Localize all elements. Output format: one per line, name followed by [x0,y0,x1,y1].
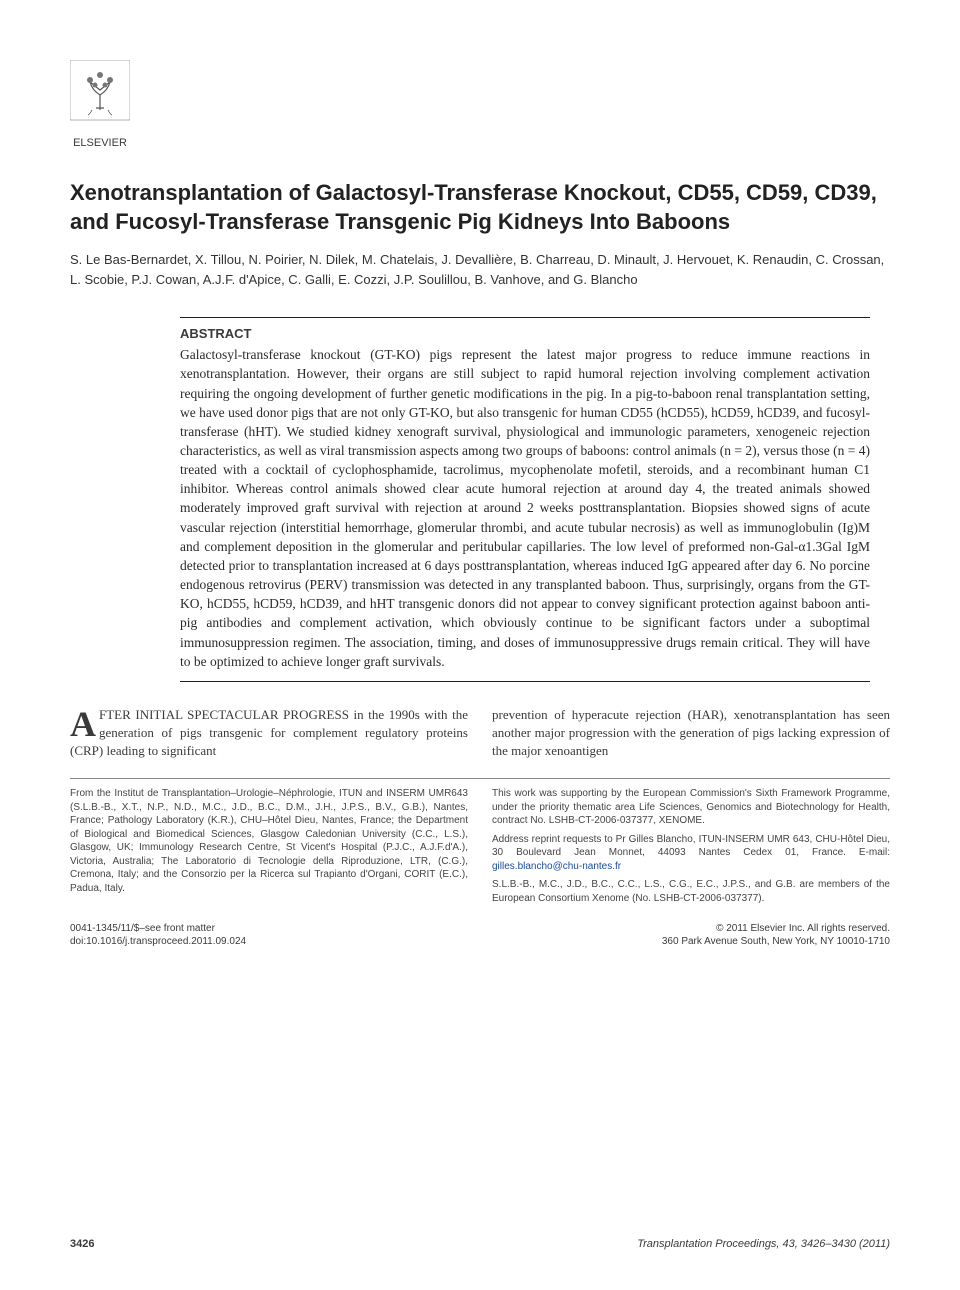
elsevier-tree-icon [70,60,130,130]
publication-right: © 2011 Elsevier Inc. All rights reserved… [492,922,890,948]
abstract-section: ABSTRACT Galactosyl-transferase knockout… [180,317,870,682]
reprint-address: Address reprint requests to Pr Gilles Bl… [492,833,890,874]
page-number: 3426 [70,1238,94,1250]
affiliations-block: From the Institut de Transplantation–Uro… [70,778,890,910]
abstract-heading: ABSTRACT [180,326,870,341]
dropcap: A [70,706,99,740]
publisher-name: ELSEVIER [70,137,130,149]
header-row: ELSEVIER [70,60,890,149]
issn-line: 0041-1345/11/$–see front matter [70,922,468,935]
contact-email[interactable]: gilles.blancho@chu-nantes.fr [492,861,621,872]
body-column-left: AFTER INITIAL SPECTACULAR PROGRESS in th… [70,706,468,761]
affiliations-left: From the Institut de Transplantation–Uro… [70,787,468,910]
body-column-right: prevention of hyperacute rejection (HAR)… [492,706,890,761]
affiliations-right: This work was supporting by the European… [492,787,890,910]
abstract-text: Galactosyl-transferase knockout (GT-KO) … [180,345,870,671]
doi-line: doi:10.1016/j.transproceed.2011.09.024 [70,935,468,948]
article-title: Xenotransplantation of Galactosyl-Transf… [70,179,890,236]
body-left-text: FTER INITIAL SPECTACULAR PROGRESS in the… [70,707,468,758]
publication-left: 0041-1345/11/$–see front matter doi:10.1… [70,922,468,948]
affiliations-text: From the Institut de Transplantation–Uro… [70,787,468,895]
funding-text: This work was supporting by the European… [492,787,890,828]
journal-reference: Transplantation Proceedings, 43, 3426–34… [637,1238,890,1250]
publisher-address: 360 Park Avenue South, New York, NY 1001… [492,935,890,948]
body-text-columns: AFTER INITIAL SPECTACULAR PROGRESS in th… [70,706,890,761]
publication-info-row: 0041-1345/11/$–see front matter doi:10.1… [70,922,890,948]
consortium-note: S.L.B.-B., M.C., J.D., B.C., C.C., L.S.,… [492,878,890,905]
publisher-logo: ELSEVIER [70,60,130,149]
authors-list: S. Le Bas-Bernardet, X. Tillou, N. Poiri… [70,250,890,289]
page-footer: 3426 Transplantation Proceedings, 43, 34… [70,1238,890,1250]
body-right-text: prevention of hyperacute rejection (HAR)… [492,707,890,758]
copyright-line: © 2011 Elsevier Inc. All rights reserved… [492,922,890,935]
